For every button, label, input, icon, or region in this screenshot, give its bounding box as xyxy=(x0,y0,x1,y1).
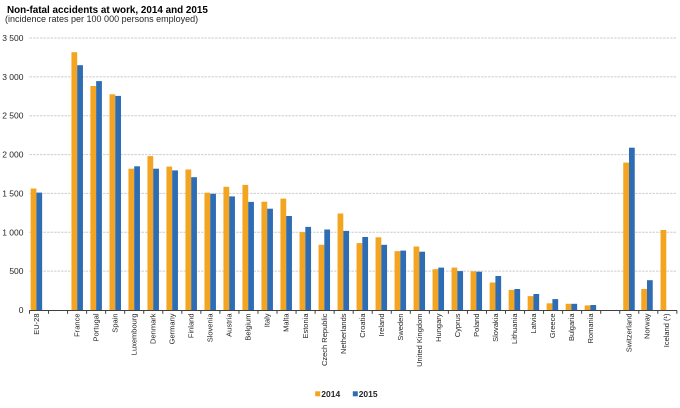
svg-text:2015: 2015 xyxy=(359,389,378,399)
svg-text:Luxembourg: Luxembourg xyxy=(130,314,139,356)
svg-text:Sweden: Sweden xyxy=(396,314,405,341)
svg-text:Norway: Norway xyxy=(643,313,652,339)
svg-text:(incidence rates per 100 000 p: (incidence rates per 100 000 persons emp… xyxy=(5,14,198,24)
svg-text:3 500: 3 500 xyxy=(2,33,24,43)
svg-text:Slovenia: Slovenia xyxy=(206,313,215,343)
svg-text:Finland: Finland xyxy=(187,314,196,339)
svg-text:Czech Republic: Czech Republic xyxy=(320,313,329,366)
svg-text:Austria: Austria xyxy=(225,313,234,337)
svg-text:Slovakia: Slovakia xyxy=(491,313,500,342)
svg-text:2014: 2014 xyxy=(321,389,340,399)
svg-text:EU-28: EU-28 xyxy=(32,314,41,335)
svg-text:Cyprus: Cyprus xyxy=(453,313,462,337)
svg-text:Switzerland: Switzerland xyxy=(625,314,634,353)
svg-text:3 000: 3 000 xyxy=(2,72,24,82)
svg-text:Non-fatal accidents at work, 2: Non-fatal accidents at work, 2014 and 20… xyxy=(7,5,208,16)
svg-text:Poland: Poland xyxy=(472,314,481,337)
svg-text:Latvia: Latvia xyxy=(529,313,538,334)
svg-text:Belgium: Belgium xyxy=(244,314,253,341)
svg-text:Malta: Malta xyxy=(282,313,291,332)
svg-text:1 000: 1 000 xyxy=(2,227,24,237)
svg-text:Estonia: Estonia xyxy=(301,313,310,339)
svg-text:2 500: 2 500 xyxy=(2,111,24,121)
svg-text:United Kingdom: United Kingdom xyxy=(415,314,424,367)
svg-text:Romania: Romania xyxy=(586,313,595,344)
svg-text:Spain: Spain xyxy=(111,314,120,333)
svg-text:Bulgaria: Bulgaria xyxy=(567,313,576,341)
svg-text:Lithuania: Lithuania xyxy=(510,313,519,344)
svg-text:Germany: Germany xyxy=(168,313,177,344)
svg-text:Netherlands: Netherlands xyxy=(339,313,348,354)
svg-text:Ireland: Ireland xyxy=(377,314,386,337)
svg-text:France: France xyxy=(73,314,82,337)
svg-text:Croatia: Croatia xyxy=(358,313,367,338)
svg-text:Hungary: Hungary xyxy=(434,313,443,342)
svg-text:2 000: 2 000 xyxy=(2,150,24,160)
svg-text:Italy: Italy xyxy=(263,313,272,327)
svg-text:500: 500 xyxy=(9,266,23,276)
svg-text:0: 0 xyxy=(19,305,24,315)
svg-text:Iceland (¹): Iceland (¹) xyxy=(662,313,671,347)
svg-text:1 500: 1 500 xyxy=(2,188,24,198)
svg-text:Denmark: Denmark xyxy=(149,313,158,344)
svg-text:Greece: Greece xyxy=(548,314,557,339)
svg-text:Portugal: Portugal xyxy=(92,313,101,341)
